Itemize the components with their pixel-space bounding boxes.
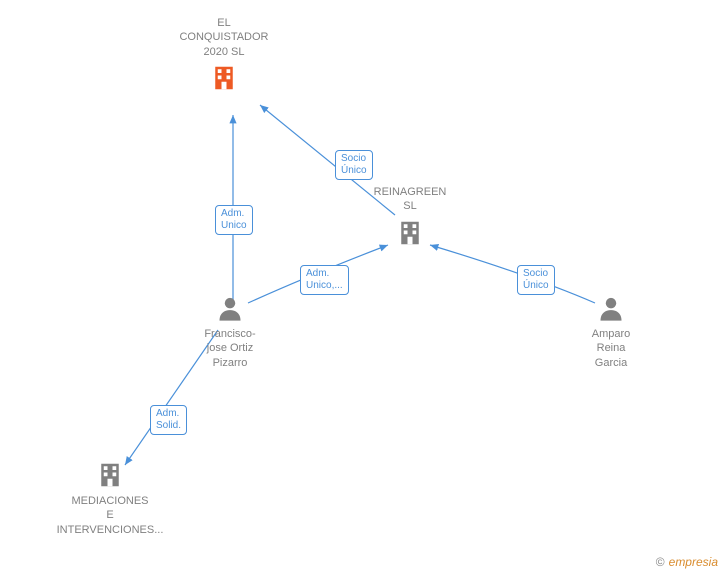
watermark: © empresia [656, 555, 718, 569]
node-el-conquistador[interactable]: EL CONQUISTADOR 2020 SL [170, 16, 278, 93]
person-icon [580, 295, 642, 323]
node-mediaciones[interactable]: MEDIACIONES E INTERVENCIONES... [50, 460, 170, 537]
edge-label-socio-unico-1: Socio Único [335, 150, 373, 180]
edge-label-adm-unico-1: Adm. Unico [215, 205, 253, 235]
node-reinagreen[interactable]: REINAGREEN SL [370, 185, 450, 248]
node-amparo[interactable]: Amparo Reina Garcia [580, 295, 642, 370]
edge-label-socio-unico-2: Socio Único [517, 265, 555, 295]
node-label-amparo: Amparo Reina Garcia [580, 327, 642, 370]
watermark-text: empresia [669, 555, 718, 569]
node-label-francisco: Francisco- jose Ortiz Pizarro [195, 327, 265, 370]
building-highlighted-icon [170, 63, 278, 93]
node-label-mediaciones: MEDIACIONES E INTERVENCIONES... [50, 494, 170, 537]
diagram-canvas: Adm. Unico Socio Único Adm. Unico,... So… [0, 0, 728, 575]
edge-label-adm-solid: Adm. Solid. [150, 405, 187, 435]
node-francisco[interactable]: Francisco- jose Ortiz Pizarro [195, 295, 265, 370]
building-icon [50, 460, 170, 490]
edge-amparo-reinagreen [430, 245, 595, 303]
edge-label-adm-unico-2: Adm. Unico,... [300, 265, 349, 295]
copyright-symbol: © [656, 555, 665, 569]
node-label-el-conquistador: EL CONQUISTADOR 2020 SL [170, 16, 278, 59]
person-icon [195, 295, 265, 323]
building-icon [370, 218, 450, 248]
node-label-reinagreen: REINAGREEN SL [370, 185, 450, 214]
